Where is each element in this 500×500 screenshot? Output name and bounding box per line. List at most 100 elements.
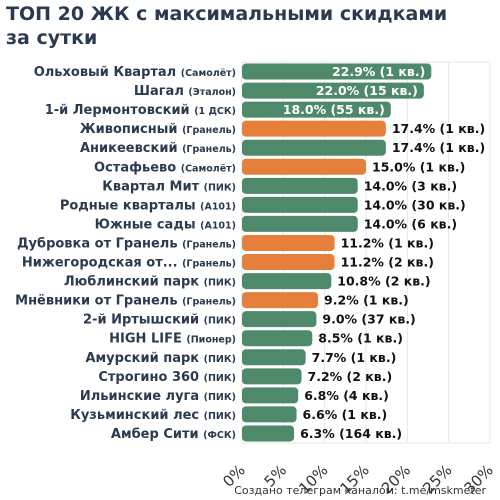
developer-name: (Самолёт) [181,68,236,79]
value-label: 7.2% (2 кв.) [308,369,393,384]
category-label: Шагал (Эталон) [134,84,236,99]
category-name: Шагал [134,84,188,99]
developer-name: (ПИК) [204,373,236,384]
category-label: Ильинские луга (ПИК) [80,389,236,404]
category-label: Квартал Мит (ПИК) [102,179,236,194]
category-label: HIGH LIFE (Пионер) [109,332,236,347]
value-label: 14.0% (3 кв.) [364,178,457,193]
developer-name: (Пионер) [186,335,236,346]
bar [242,139,386,156]
developer-name: (Гранель) [182,297,236,308]
bar [242,425,295,442]
bar [242,368,302,385]
category-label: Родные кварталы (А101) [60,198,236,213]
category-name: HIGH LIFE [109,332,186,347]
developer-name: (Гранель) [182,239,236,250]
bar [242,120,386,137]
developer-name: (Самолёт) [181,163,236,174]
footer-credit: Создано телеграм каналом: t.me/mskmeter [234,484,486,497]
category-name: Нижегородская от... [22,256,182,271]
category-label: Строгино 360 (ПИК) [98,370,236,385]
category-label: Люблинский парк (ПИК) [64,275,236,290]
bar [242,101,391,118]
chart-title: ТОП 20 ЖК с максимальными скидками за су… [6,2,496,50]
value-label: 10.8% (2 кв.) [337,274,430,289]
value-label: 6.3% (164 кв.) [300,426,402,441]
developer-name: (ФСК) [203,430,236,441]
value-label: 22.9% (1 кв.) [332,64,425,79]
developer-name: (ПИК) [204,278,236,289]
developer-name: (1 ДСК) [194,106,236,117]
value-label: 11.2% (1 кв.) [341,235,434,250]
category-name: Остафьево [94,160,181,175]
value-label: 8.5% (1 кв.) [318,331,403,346]
developer-name: (ПИК) [204,411,236,422]
category-label: Нижегородская от... (Гранель) [22,256,236,271]
value-label: 17.4% (1 кв.) [392,140,485,155]
category-label: Мнёвники от Гранель (Гранель) [15,294,236,309]
category-label: Ольховый Квартал (Самолёт) [34,65,236,80]
bar [242,234,335,251]
bar [242,82,424,99]
category-name: 1-й Лермонтовский [45,103,195,118]
category-label: Амурский парк (ПИК) [85,351,236,366]
value-label: 6.6% (1 кв.) [303,407,388,422]
value-label: 9.0% (37 кв.) [322,312,415,327]
bar [242,196,358,213]
bar [242,311,317,328]
category-name: Ильинские луга [80,389,204,404]
bar [242,254,335,271]
value-label: 6.8% (4 кв.) [304,388,389,403]
category-label: 1-й Лермонтовский (1 ДСК) [45,103,236,118]
category-name: Дубровка от Гранель [17,236,182,251]
category-name: Люблинский парк [64,275,204,290]
bar [242,63,432,80]
category-label: Южные сады (А101) [95,217,236,232]
developer-name: (ПИК) [204,182,236,193]
developer-name: (ПИК) [204,354,236,365]
value-label: 17.4% (1 кв.) [392,121,485,136]
category-name: Строгино 360 [98,370,203,385]
bar [242,158,366,175]
category-name: Амурский парк [85,351,203,366]
bar [242,330,313,347]
category-name: Ольховый Квартал [34,65,181,80]
category-name: Аникеевский [80,141,182,156]
bar [242,292,319,309]
value-label: 7.7% (1 кв.) [312,350,397,365]
value-label: 22.0% (15 кв.) [316,83,418,98]
bar [242,349,306,366]
category-name: Кузьминский лес [70,408,203,423]
value-label: 11.2% (2 кв.) [341,255,434,270]
category-name: Живописный [80,122,182,137]
category-name: Мнёвники от Гранель [15,294,182,309]
value-label: 18.0% (55 кв.) [283,102,385,117]
bar [242,215,358,232]
value-label: 9.2% (1 кв.) [324,293,409,308]
developer-name: (Гранель) [182,125,236,136]
category-name: Амбер Сити [111,427,203,442]
value-label: 14.0% (30 кв.) [364,197,466,212]
category-label: Дубровка от Гранель (Гранель) [17,236,236,251]
category-name: 2-й Иртышский [83,313,204,328]
bar [242,177,358,194]
value-label: 14.0% (6 кв.) [364,216,457,231]
category-label: Остафьево (Самолёт) [94,160,236,175]
developer-name: (А101) [200,201,236,212]
bar [242,406,297,423]
category-label: Живописный (Гранель) [80,122,236,137]
category-name: Южные сады [95,217,201,232]
category-name: Родные кварталы [60,198,200,213]
developer-name: (Гранель) [182,144,236,155]
bar [242,273,332,290]
bar [242,387,299,404]
developer-name: (Эталон) [188,87,236,98]
developer-name: (А101) [200,220,236,231]
developer-name: (Гранель) [182,259,236,270]
category-label: Аникеевский (Гранель) [80,141,236,156]
category-label: Амбер Сити (ФСК) [111,427,236,442]
category-name: Квартал Мит [102,179,203,194]
chart-title-line-2: за сутки [6,27,98,49]
chart-title-line-1: ТОП 20 ЖК с максимальными скидками [6,3,448,25]
